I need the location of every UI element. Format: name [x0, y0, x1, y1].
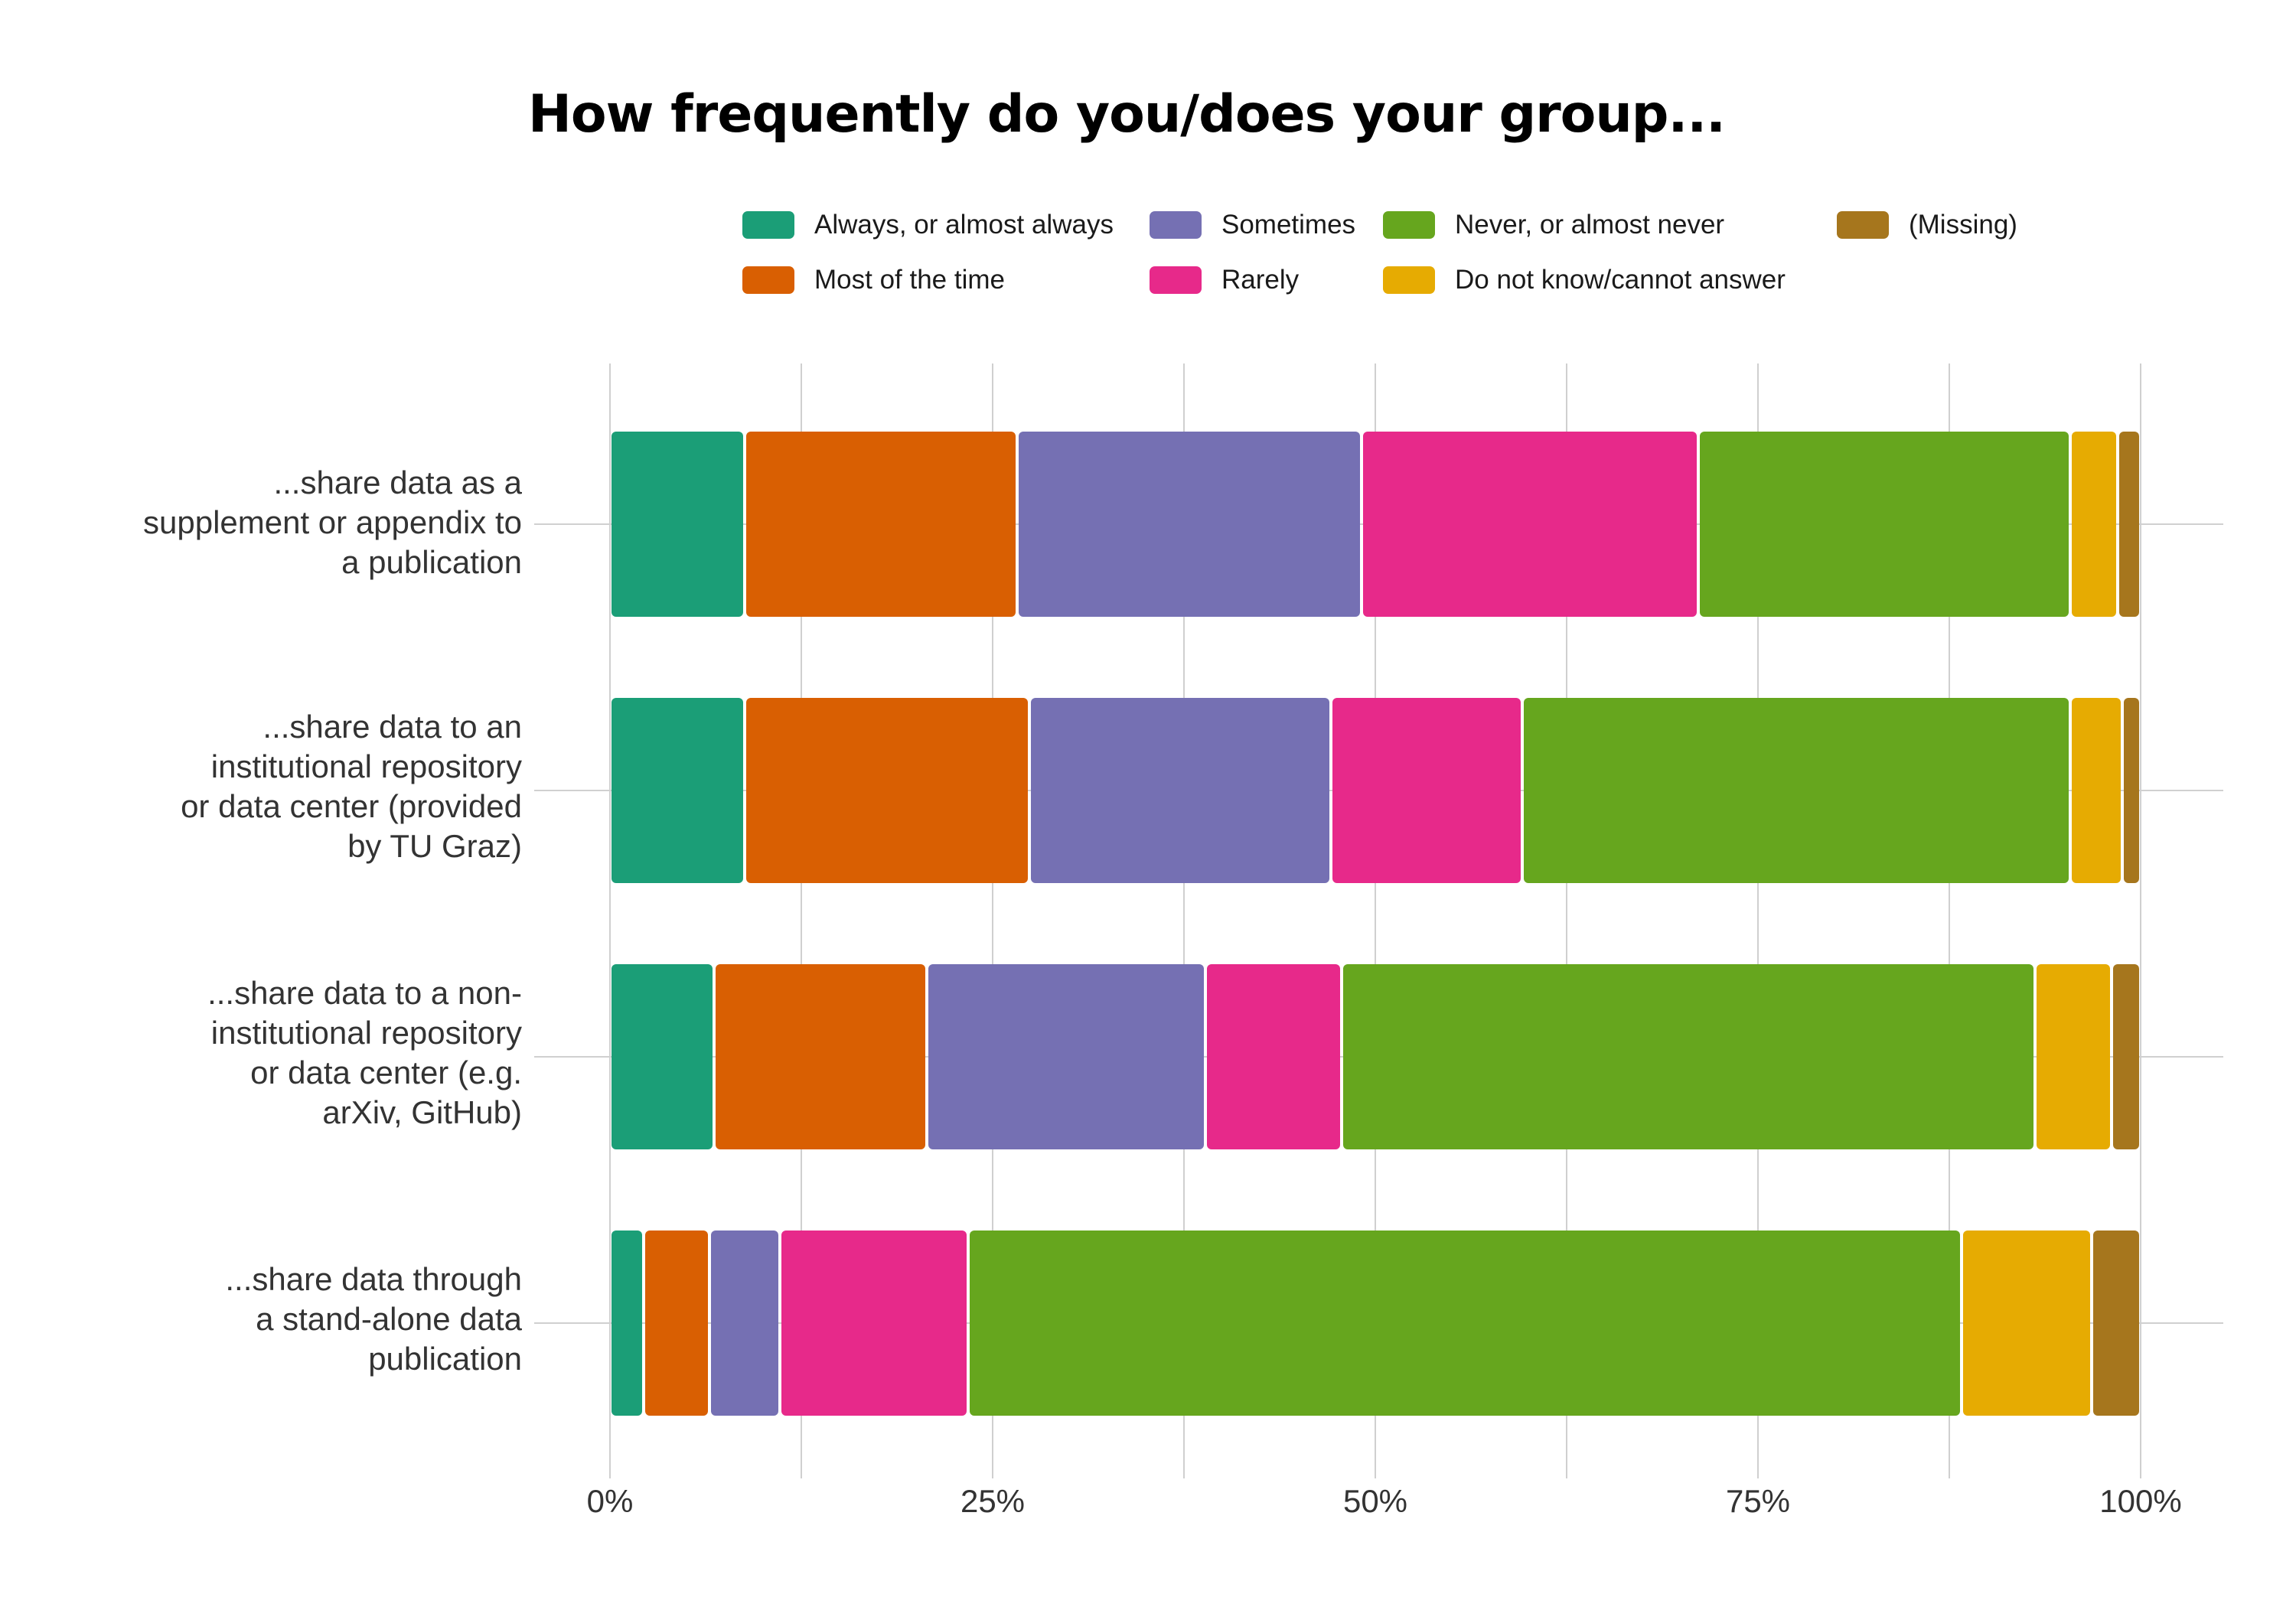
- bar-segment: [1332, 698, 1521, 883]
- bar-segment: [746, 698, 1028, 883]
- bar-segment: [612, 1231, 642, 1416]
- category-label-line: institutional repository: [210, 748, 522, 784]
- legend-item-sometimes: Sometimes: [1150, 207, 1355, 243]
- legend-swatch-rarely: [1150, 266, 1202, 294]
- legend-label: (Missing): [1909, 210, 2017, 240]
- bar-segment: [746, 432, 1016, 617]
- x-tick-label: 100%: [2099, 1483, 2182, 1519]
- bar-segment: [970, 1231, 1960, 1416]
- bar-segment: [1524, 698, 2069, 883]
- legend-label: Most of the time: [814, 265, 1005, 295]
- category-label-line: or data center (provided: [181, 788, 522, 824]
- bar-segment: [2113, 964, 2139, 1149]
- category-label-stand-alone: ...share data through a stand-alone data…: [63, 1260, 522, 1379]
- x-tick-label: 25%: [960, 1483, 1026, 1519]
- x-tick-label: 75%: [1725, 1483, 1791, 1519]
- bar-segment: [1207, 964, 1340, 1149]
- legend-label: Sometimes: [1221, 210, 1356, 240]
- legend-item-missing: (Missing): [1837, 207, 2017, 243]
- legend-item-never: Never, or almost never: [1383, 207, 1724, 243]
- category-label-line: ...share data to an: [263, 709, 522, 745]
- legend-item-always: Always, or almost always: [742, 207, 1114, 243]
- bar-segment: [1343, 964, 2033, 1149]
- bar-segment: [645, 1231, 708, 1416]
- legend-label: Always, or almost always: [814, 210, 1114, 240]
- bar-segment: [2072, 432, 2116, 617]
- bar-segment: [716, 964, 925, 1149]
- bar-segment: [2124, 698, 2139, 883]
- category-label-line: arXiv, GitHub): [322, 1094, 522, 1130]
- bar-segment: [1363, 432, 1697, 617]
- category-label-line: or data center (e.g.: [250, 1054, 522, 1090]
- category-label-line: ...share data to a non-: [207, 975, 522, 1011]
- legend-swatch-sometimes: [1150, 211, 1202, 239]
- category-label-line: ...share data as a: [273, 464, 522, 500]
- x-tick-label: 50%: [1342, 1483, 1408, 1519]
- category-label-line: institutional repository: [210, 1015, 522, 1051]
- category-label-line: a stand-alone data: [256, 1301, 522, 1337]
- category-label-line: supplement or appendix to: [143, 504, 522, 540]
- bar-segment: [2072, 698, 2121, 883]
- bar-segment: [1019, 432, 1360, 617]
- bar-segment: [928, 964, 1204, 1149]
- legend-label: Do not know/cannot answer: [1455, 265, 1786, 295]
- bar-segment: [1031, 698, 1329, 883]
- category-label-non-institutional: ...share data to a non- institutional re…: [63, 973, 522, 1133]
- legend-swatch-never: [1383, 211, 1435, 239]
- bar-segment: [2119, 432, 2139, 617]
- legend-swatch-do-not-know: [1383, 266, 1435, 294]
- bar-segment: [711, 1231, 778, 1416]
- bar-segment: [2093, 1231, 2139, 1416]
- legend-item-rarely: Rarely: [1150, 262, 1299, 298]
- bar-segment: [1963, 1231, 2090, 1416]
- chart-title: How frequently do you/does your group...: [528, 84, 1726, 145]
- x-tick-label: 0%: [586, 1483, 634, 1519]
- bar-segment: [612, 432, 743, 617]
- legend-item-do-not-know: Do not know/cannot answer: [1383, 262, 1786, 298]
- bar-segment: [1700, 432, 2069, 617]
- legend-swatch-missing: [1837, 211, 1889, 239]
- bar-segment: [612, 698, 743, 883]
- category-label-line: publication: [368, 1341, 522, 1377]
- legend-swatch-always: [742, 211, 794, 239]
- legend-label: Rarely: [1221, 265, 1300, 295]
- bar-segment: [781, 1231, 967, 1416]
- category-label-line: ...share data through: [225, 1261, 522, 1297]
- bar-segment: [2037, 964, 2110, 1149]
- category-label-institutional: ...share data to an institutional reposi…: [63, 707, 522, 866]
- category-label-line: by TU Graz): [347, 828, 522, 864]
- legend-swatch-most-of-the-time: [742, 266, 794, 294]
- bar-segment: [612, 964, 713, 1149]
- legend-label: Never, or almost never: [1455, 210, 1725, 240]
- legend-item-most-of-the-time: Most of the time: [742, 262, 1005, 298]
- category-label-supplement: ...share data as a supplement or appendi…: [63, 463, 522, 582]
- category-label-line: a publication: [341, 544, 522, 580]
